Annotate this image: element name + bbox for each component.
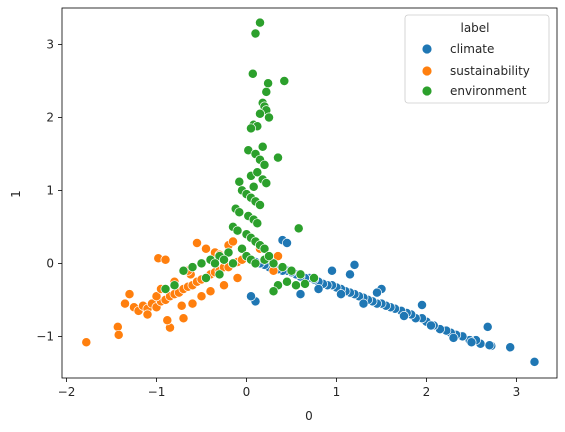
y-tick-label: 3 [46, 37, 54, 51]
data-point-environment [258, 142, 267, 151]
data-point-environment [251, 259, 260, 268]
data-point-environment [246, 124, 255, 133]
legend: label climate sustainability environment [405, 15, 549, 103]
y-tick-label: −1 [36, 329, 54, 343]
x-tick-label: −2 [58, 385, 76, 399]
data-point-climate [467, 338, 476, 347]
data-point-climate [336, 290, 345, 299]
data-point-environment [309, 273, 318, 282]
data-point-environment [264, 79, 273, 88]
data-point-environment [291, 281, 300, 290]
x-tick-label: −1 [148, 385, 166, 399]
y-axis-label: 1 [9, 190, 23, 198]
data-point-sustainability [161, 255, 170, 264]
data-point-environment [219, 255, 228, 264]
data-point-environment [255, 200, 264, 209]
data-point-sustainability [188, 299, 197, 308]
legend-label-environment: environment [450, 84, 527, 98]
data-point-environment [287, 266, 296, 275]
data-point-environment [235, 208, 244, 217]
x-tick-label: 1 [333, 385, 341, 399]
data-point-environment [294, 224, 303, 233]
data-point-environment [210, 259, 219, 268]
data-point-sustainability [177, 301, 186, 310]
y-tick-label: 2 [46, 110, 54, 124]
data-point-sustainability [206, 287, 215, 296]
y-tick-label: 1 [46, 183, 54, 197]
data-point-environment [170, 281, 179, 290]
data-point-sustainability [125, 290, 134, 299]
data-point-environment [255, 109, 264, 118]
data-point-climate [506, 343, 515, 352]
data-point-environment [233, 226, 242, 235]
data-point-climate [350, 260, 359, 269]
data-point-climate [426, 321, 435, 330]
legend-marker-sustainability [422, 66, 432, 76]
legend-label-climate: climate [450, 42, 494, 56]
data-point-environment [179, 266, 188, 275]
data-point-sustainability [228, 237, 237, 246]
data-point-environment [280, 76, 289, 85]
data-point-sustainability [82, 338, 91, 347]
data-point-climate [345, 270, 354, 279]
data-point-environment [269, 287, 278, 296]
data-point-environment [278, 263, 287, 272]
data-point-environment [262, 87, 271, 96]
data-point-climate [372, 288, 381, 297]
data-point-environment [249, 182, 258, 191]
x-tick-label: 2 [423, 385, 431, 399]
data-point-environment [161, 284, 170, 293]
data-point-environment [273, 153, 282, 162]
data-point-sustainability [163, 316, 172, 325]
data-point-climate [359, 299, 368, 308]
data-point-environment [251, 29, 260, 38]
data-point-sustainability [201, 244, 210, 253]
data-point-environment [255, 18, 264, 27]
data-point-environment [262, 179, 271, 188]
data-point-environment [282, 277, 291, 286]
legend-marker-environment [422, 86, 432, 96]
data-point-climate [399, 311, 408, 320]
data-point-climate [327, 266, 336, 275]
data-point-sustainability [179, 314, 188, 323]
data-point-environment [197, 259, 206, 268]
data-point-climate [483, 322, 492, 331]
legend-title: label [460, 21, 489, 35]
data-point-climate [314, 284, 323, 293]
data-point-environment [264, 113, 273, 122]
data-point-environment [253, 219, 262, 228]
data-point-sustainability [143, 310, 152, 319]
data-point-sustainability [120, 299, 129, 308]
x-tick-label: 0 [243, 385, 251, 399]
legend-label-sustainability: sustainability [450, 64, 530, 78]
data-point-environment [248, 69, 257, 78]
data-point-environment [228, 259, 237, 268]
data-point-environment [201, 273, 210, 282]
data-point-sustainability [192, 238, 201, 247]
data-point-environment [235, 177, 244, 186]
data-point-sustainability [219, 281, 228, 290]
legend-marker-climate [422, 44, 432, 54]
data-point-environment [264, 252, 273, 261]
data-point-climate [530, 357, 539, 366]
data-point-climate [296, 290, 305, 299]
data-point-climate [449, 333, 458, 342]
data-point-environment [260, 160, 269, 169]
y-tick-label: 0 [46, 256, 54, 270]
x-axis-label: 0 [305, 409, 313, 423]
data-point-sustainability [197, 292, 206, 301]
data-point-environment [188, 263, 197, 272]
data-point-environment [296, 270, 305, 279]
data-point-climate [246, 292, 255, 301]
data-point-climate [485, 341, 494, 350]
data-point-environment [300, 279, 309, 288]
data-point-climate [417, 300, 426, 309]
data-point-climate [282, 238, 291, 247]
data-point-environment [215, 270, 224, 279]
x-tick-label: 3 [513, 385, 521, 399]
data-point-sustainability [114, 330, 123, 339]
data-point-sustainability [233, 273, 242, 282]
